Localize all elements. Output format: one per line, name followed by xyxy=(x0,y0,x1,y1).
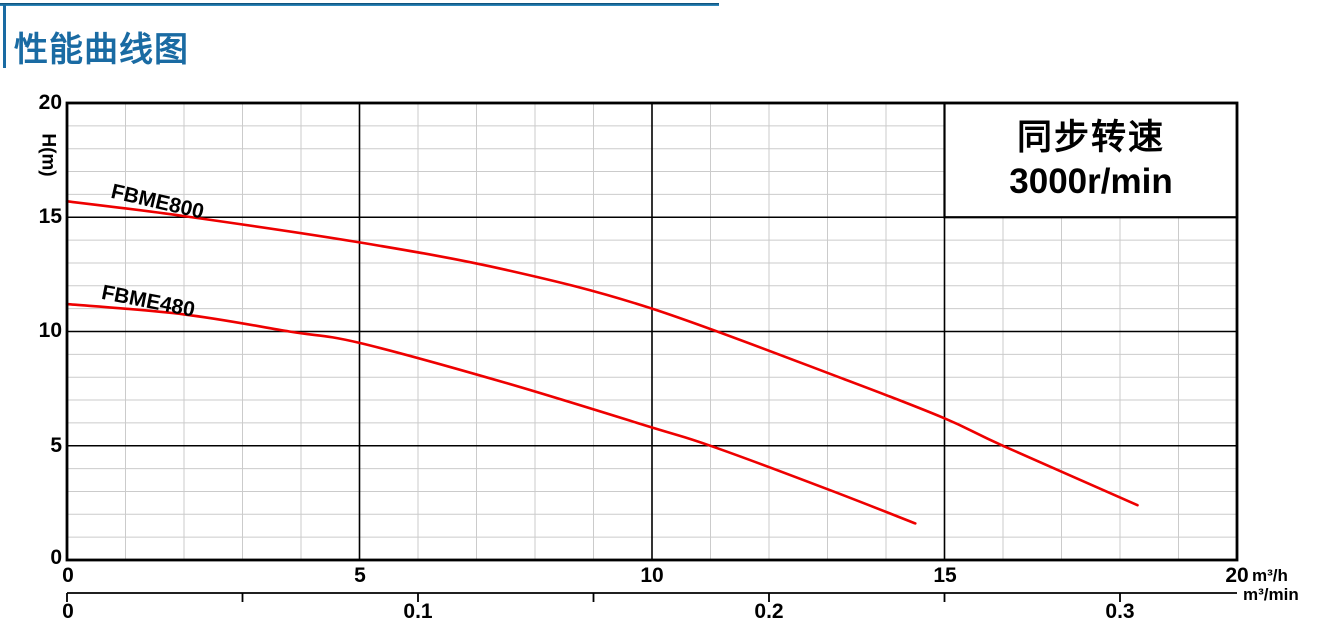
y-tick-20: 20 xyxy=(38,91,62,114)
sync-speed-info-box: 同步转速 3000r/min xyxy=(945,103,1237,217)
x-tick-20: 20 xyxy=(1225,564,1249,587)
x-axis-unit-label: m³/h xyxy=(1252,566,1288,585)
page-title: 性能曲线图 xyxy=(14,31,189,69)
sync-speed-value: 3000r/min xyxy=(1009,162,1173,201)
x-tick-10: 10 xyxy=(640,564,664,587)
y-tick-10: 10 xyxy=(38,319,62,342)
y-tick-15: 15 xyxy=(38,205,62,228)
curve-fbme480 xyxy=(65,302,917,525)
x-tick-0: 0 xyxy=(62,564,74,587)
x2-axis-unit-label: m³/min xyxy=(1243,585,1299,604)
y-axis-label: H(m) xyxy=(38,133,59,177)
x2-tick-0.2: 0.2 xyxy=(754,600,784,623)
plot-border xyxy=(65,101,1239,562)
sync-speed-label: 同步转速 xyxy=(1016,118,1165,157)
x2-tick-0.3: 0.3 xyxy=(1105,600,1135,623)
x2-tick-0: 0 xyxy=(62,600,74,623)
header-left-rule xyxy=(3,5,6,68)
x-tick-15: 15 xyxy=(933,564,957,587)
y-tick-5: 5 xyxy=(50,434,62,457)
sync-speed-info-box-frame xyxy=(943,101,1239,219)
x2-tick-0.1: 0.1 xyxy=(403,600,433,623)
header-top-rule xyxy=(0,3,719,6)
curve-fbme800 xyxy=(65,200,1139,507)
y-tick-0: 0 xyxy=(50,546,62,569)
x-tick-5: 5 xyxy=(354,564,366,587)
